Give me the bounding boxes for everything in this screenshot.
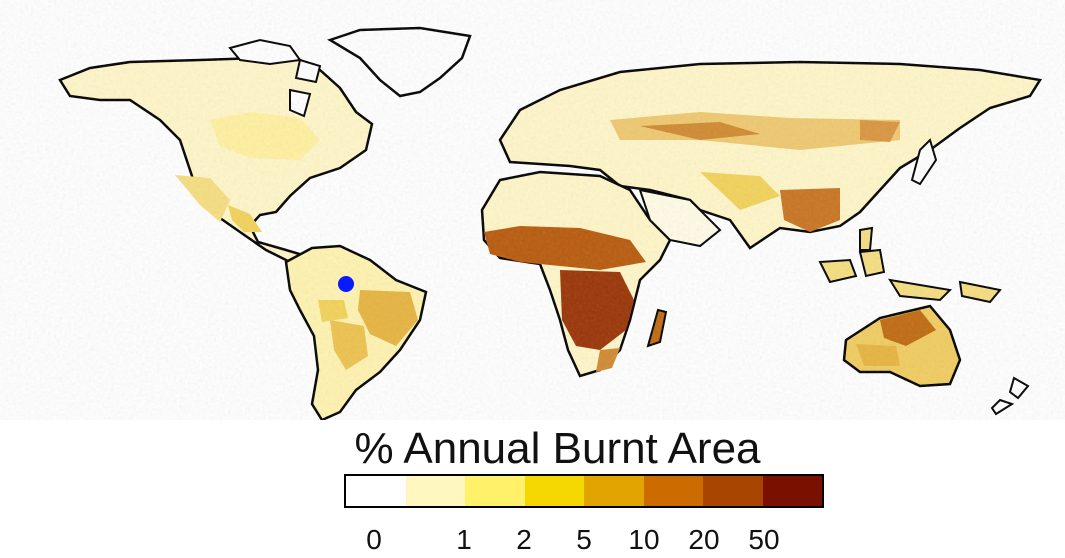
legend-swatch-3 (524, 476, 584, 506)
legend-swatch-2 (465, 476, 525, 506)
legend-tick-2: 2 (516, 524, 532, 555)
legend-tick-10: 10 (628, 524, 660, 555)
legend-tick-1: 1 (456, 524, 472, 555)
color-legend (344, 474, 824, 508)
legend-swatch-1 (405, 476, 465, 506)
legend-title: % Annual Burnt Area (354, 424, 761, 473)
legend-tick-20: 20 (688, 524, 720, 555)
legend-ticks: 0 1 2 5 10 20 50 (0, 524, 1065, 558)
legend-swatch-4 (584, 476, 644, 506)
legend-tick-0: 0 (366, 524, 382, 555)
texture-overlay (0, 0, 1065, 420)
legend-swatch-6 (703, 476, 763, 506)
legend-swatch-0 (346, 476, 406, 506)
legend-tick-5: 5 (576, 524, 592, 555)
legend-tick-50: 50 (748, 524, 780, 555)
legend-swatch-5 (643, 476, 703, 506)
world-burnt-area-map (0, 0, 1065, 420)
location-marker (338, 276, 354, 292)
legend-swatch-7 (762, 476, 822, 506)
